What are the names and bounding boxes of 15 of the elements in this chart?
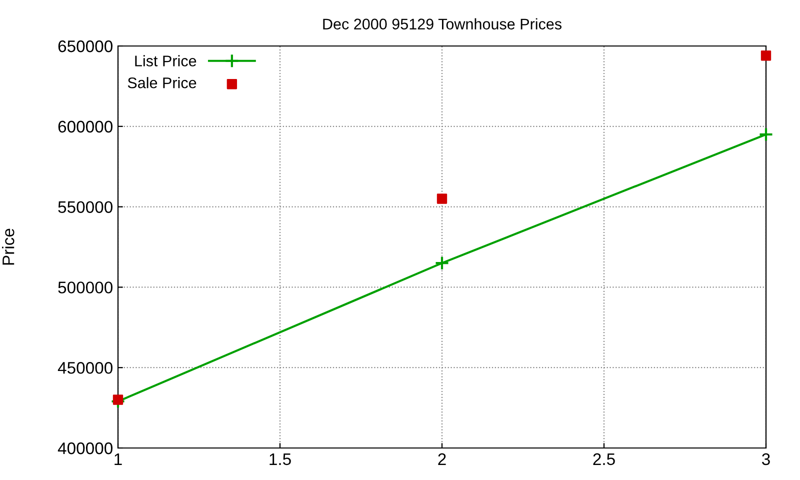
x-tick-label: 1	[114, 453, 122, 465]
x-tick-label: 2	[438, 453, 446, 465]
y-tick-label: 600000	[58, 120, 112, 133]
y-tick-label: 550000	[58, 201, 112, 214]
y-tick-label: 450000	[58, 362, 112, 374]
y-tick-label: 400000	[58, 442, 112, 454]
x-tick-label: 3	[762, 453, 770, 466]
legend-label: Sale Price	[128, 77, 196, 88]
chart-title: Dec 2000 95129 Townhouse Prices	[323, 18, 562, 30]
y-axis-title: Price	[2, 228, 14, 265]
x-tick-label: 1.5	[270, 453, 291, 466]
legend-label: List Price	[135, 55, 196, 66]
y-tick-label: 500000	[58, 282, 112, 294]
x-tick-label: 2.5	[593, 453, 615, 466]
y-tick-label: 650000	[58, 40, 112, 52]
